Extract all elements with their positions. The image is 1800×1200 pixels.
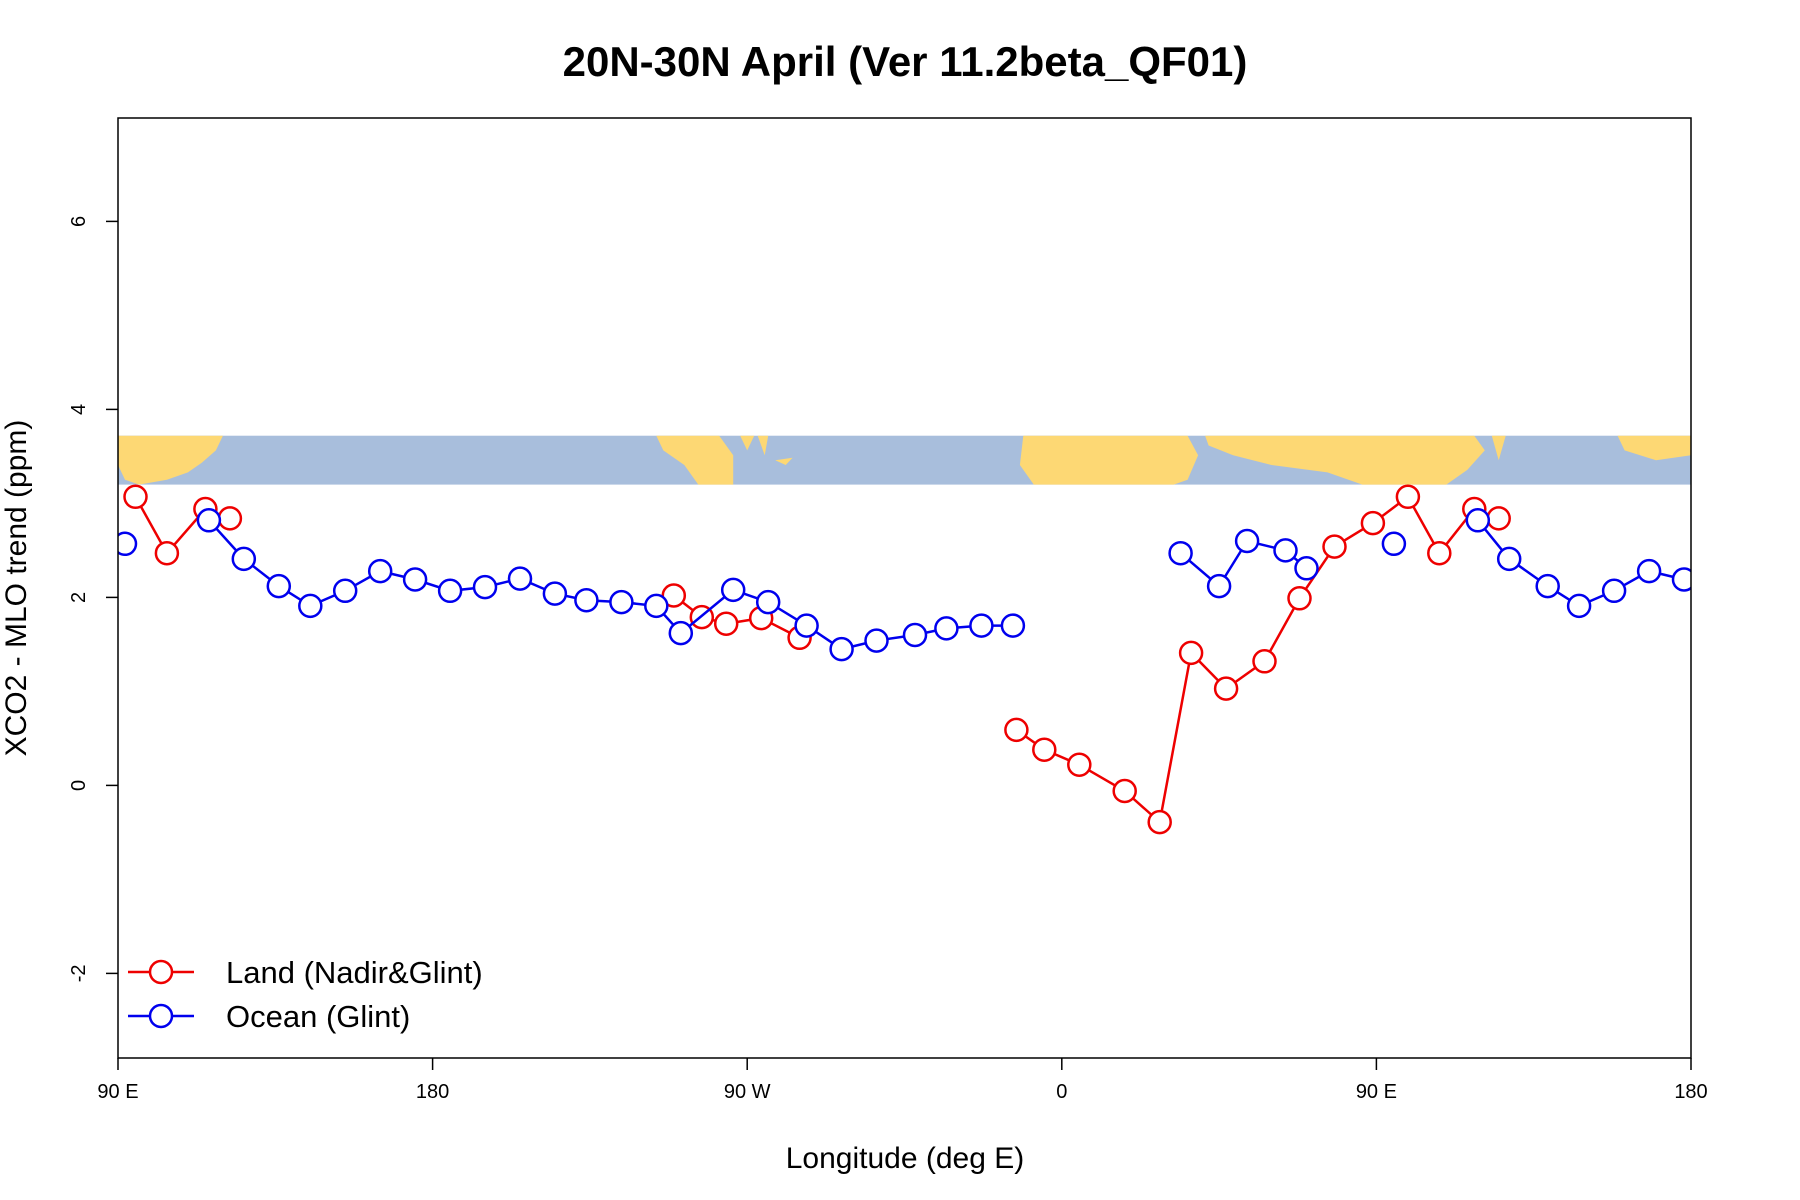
legend-marker-ocean	[148, 1003, 174, 1029]
x-tick-label: 0	[1056, 1081, 1067, 1103]
y-tick-label: 0	[68, 780, 90, 791]
map-land-mass	[1491, 435, 1506, 461]
y-axis: -2 0 2 4 6	[68, 216, 118, 982]
data-point	[668, 620, 694, 646]
x-axis: 90 E 180 90 W 0 90 E 180	[97, 1058, 1708, 1103]
data-point	[154, 540, 180, 566]
map-land-mass	[656, 435, 734, 485]
legend-item-ocean: Ocean (Glint)	[128, 999, 410, 1034]
data-point	[1294, 556, 1319, 581]
x-tick-label: 90 E	[97, 1081, 138, 1103]
data-point	[367, 558, 393, 584]
legend: Land (Nadir&Glint) Ocean (Glint)	[128, 955, 483, 1034]
legend-marker-land	[148, 959, 174, 985]
data-point	[1427, 540, 1452, 566]
x-axis-label: Longitude (deg E)	[786, 1142, 1025, 1175]
data-point	[1206, 573, 1232, 599]
legend-label-ocean: Ocean (Glint)	[226, 999, 410, 1034]
map-land-mass	[1205, 435, 1485, 485]
map-land	[118, 435, 1691, 485]
data-point	[542, 581, 568, 606]
x-tick-label: 90 E	[1356, 1081, 1397, 1103]
world-map-strip	[118, 435, 1691, 485]
data-point	[1395, 484, 1421, 510]
data-point	[1486, 506, 1511, 531]
map-land-mass	[118, 435, 223, 485]
data-point	[1535, 573, 1560, 599]
x-tick-label: 180	[416, 1081, 449, 1103]
data-point	[1322, 534, 1347, 559]
data-point	[118, 531, 138, 557]
data-point	[196, 508, 222, 533]
data-point	[1360, 510, 1386, 536]
data-point	[1273, 538, 1298, 563]
plot-frame	[117, 117, 1692, 1059]
y-axis-label: XCO2 - MLO trend (ppm)	[0, 420, 33, 757]
data-point	[755, 589, 781, 615]
map-land-mass	[757, 435, 769, 456]
data-point	[644, 593, 669, 619]
data-point	[231, 546, 257, 572]
chart-title: 20N-30N April (Ver 11.2beta_QF01)	[563, 38, 1248, 85]
data-point	[1465, 508, 1491, 533]
map-land-mass	[1372, 455, 1384, 465]
series-line	[207, 519, 1013, 651]
data-point	[217, 506, 243, 531]
data-point	[574, 587, 599, 613]
data-point	[1178, 640, 1204, 666]
data-point	[507, 566, 533, 591]
y-tick-label: 6	[68, 216, 90, 227]
data-point	[902, 622, 928, 648]
x-tick-label: 180	[1674, 1081, 1707, 1103]
data-point	[609, 589, 634, 615]
data-point	[1000, 613, 1026, 638]
data-point	[123, 484, 148, 510]
map-land-mass	[1019, 435, 1199, 485]
data-point	[1381, 531, 1407, 557]
data-point	[298, 593, 323, 619]
data-point	[829, 636, 854, 662]
data-point	[266, 573, 292, 599]
data-point	[472, 574, 498, 600]
data-point	[1112, 778, 1137, 804]
data-point	[1168, 540, 1193, 566]
data-point	[969, 613, 994, 638]
data-point	[1147, 809, 1172, 835]
data-point	[1496, 546, 1522, 572]
data-point	[1004, 717, 1029, 743]
data-point	[1636, 558, 1662, 584]
data-point	[1213, 676, 1239, 701]
map-land-mass	[775, 457, 793, 465]
data-point	[332, 578, 358, 604]
data-point	[1566, 593, 1592, 619]
data-point	[437, 578, 463, 604]
data-point	[1601, 578, 1627, 604]
data-point	[720, 577, 746, 603]
map-land-mass	[740, 435, 755, 451]
map-land-mass	[1617, 435, 1691, 461]
series-1	[118, 508, 1691, 662]
data-point	[713, 611, 739, 636]
x-tick-label: 90 W	[724, 1081, 771, 1103]
data-point	[661, 583, 687, 608]
data-point	[1234, 528, 1260, 554]
data-point	[1671, 567, 1691, 592]
series-layer	[118, 484, 1691, 835]
legend-label-land: Land (Nadir&Glint)	[226, 955, 483, 990]
series-0	[123, 484, 1511, 835]
data-point	[402, 567, 428, 592]
data-point	[1252, 649, 1277, 674]
legend-item-land: Land (Nadir&Glint)	[128, 955, 483, 990]
y-tick-label: 2	[68, 592, 90, 603]
data-point	[1032, 737, 1057, 762]
data-point	[794, 613, 819, 638]
data-point	[864, 628, 889, 653]
data-point	[1287, 586, 1312, 611]
data-point	[1067, 752, 1092, 777]
data-point	[934, 616, 959, 641]
y-tick-label: -2	[68, 965, 90, 983]
y-tick-label: 4	[68, 404, 90, 415]
